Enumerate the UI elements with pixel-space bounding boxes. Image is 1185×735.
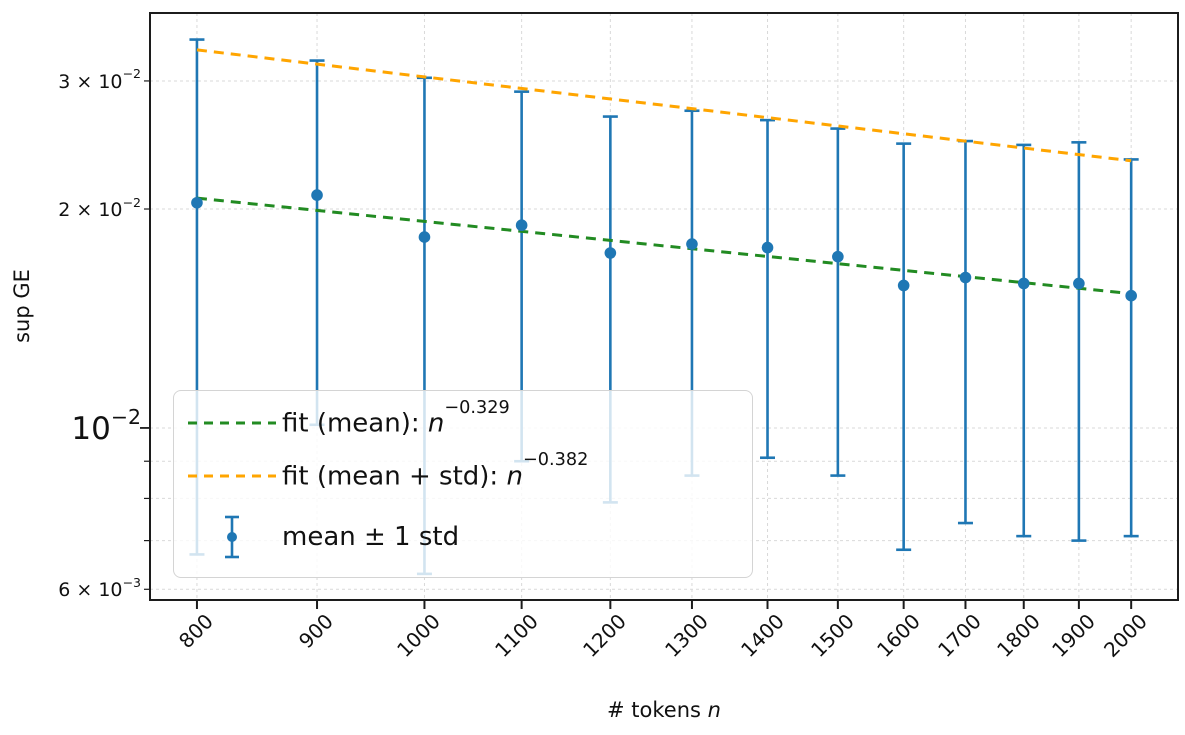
mean-dot (604, 247, 617, 259)
mean-dot (959, 271, 972, 284)
mean-dot (515, 219, 528, 232)
legend-label-fit-mean-std: fit (mean + std): n−0.382 (282, 450, 589, 492)
fit-mean-std-line (196, 48, 1132, 163)
legend-item-fit-mean-std: fit (mean + std): n−0.382 (182, 450, 744, 492)
mean-dot (1073, 277, 1085, 290)
fit-mean-dash-swatch (182, 419, 282, 427)
fit-mean-line (196, 196, 1132, 296)
fit-mean-std-dash-swatch (182, 472, 282, 480)
mean-dot (191, 196, 203, 209)
mean-dot (761, 241, 774, 254)
errorbar-swatch (182, 513, 282, 561)
x-axis-label: # tokens n (607, 698, 721, 722)
legend-label-errorbar: mean ± 1 std (282, 521, 460, 552)
mean-dot (686, 238, 698, 250)
legend-label-fit-mean: fit (mean): n−0.329 (282, 397, 510, 440)
y-axis-label: sup GE (10, 269, 34, 343)
mean-dot (832, 250, 844, 263)
mean-dot (1125, 289, 1137, 302)
mean-dot (897, 279, 910, 292)
legend-item-errorbar: mean ± 1 std (182, 513, 744, 561)
legend-item-fit-mean: fit (mean): n−0.329 (182, 397, 744, 440)
mean-dot (418, 231, 431, 243)
mean-dot (1017, 277, 1030, 290)
mean-dot (311, 189, 323, 201)
plot-border (149, 12, 1179, 601)
legend: fit (mean): n−0.329 fit (mean + std): n−… (173, 390, 753, 578)
